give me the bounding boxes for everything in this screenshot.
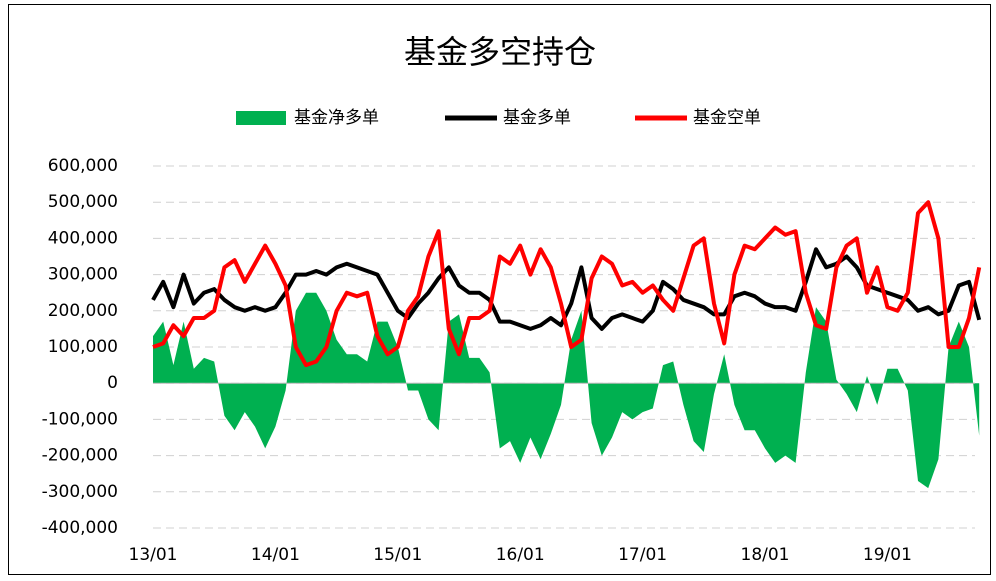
x-tick-label: 17/01 — [618, 545, 667, 565]
x-tick-label: 16/01 — [496, 545, 545, 565]
x-tick-label: 13/01 — [129, 545, 178, 565]
y-tick-label: 500,000 — [48, 192, 118, 212]
x-tick-label: 15/01 — [373, 545, 422, 565]
x-tick-label: 14/01 — [251, 545, 300, 565]
y-tick-label: 100,000 — [48, 337, 118, 357]
legend-swatch — [236, 111, 286, 125]
net-area — [153, 292, 980, 489]
y-tick-label: 300,000 — [48, 265, 118, 285]
y-tick-label: -100,000 — [42, 409, 118, 429]
y-tick-label: 0 — [107, 373, 118, 393]
x-tick-label: 19/01 — [863, 545, 912, 565]
y-tick-label: 200,000 — [48, 301, 118, 321]
y-tick-label: -300,000 — [42, 482, 118, 502]
legend-label: 基金空单 — [693, 108, 761, 128]
chart-title: 基金多空持仓 — [404, 33, 596, 71]
legend-label: 基金净多单 — [294, 108, 379, 128]
y-tick-label: -200,000 — [42, 446, 118, 466]
chart-border — [8, 4, 991, 575]
series-line — [152, 200, 982, 368]
legend-label: 基金多单 — [503, 108, 571, 128]
y-tick-label: 600,000 — [48, 156, 118, 176]
y-tick-label: -400,000 — [42, 518, 118, 538]
x-tick-label: 18/01 — [741, 545, 790, 565]
y-tick-label: 400,000 — [48, 228, 118, 248]
